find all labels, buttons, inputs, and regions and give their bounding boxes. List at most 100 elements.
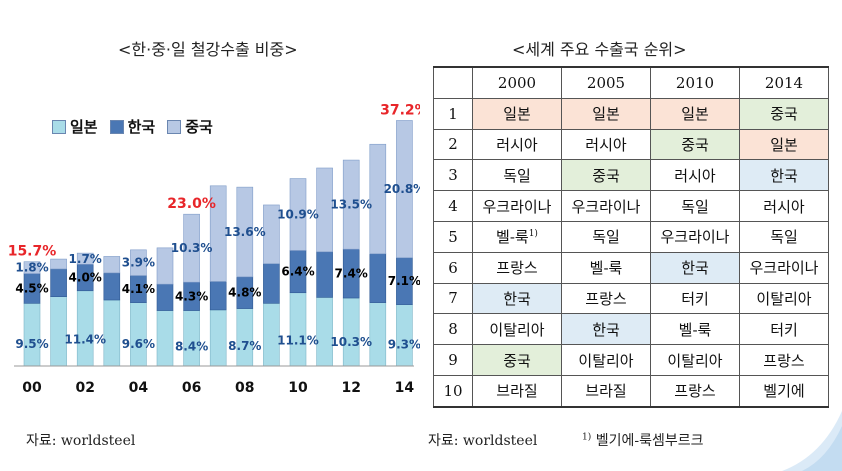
legend-item-korea: 한국 <box>109 116 155 137</box>
table-row: 7 한국 프랑스 터키 이탈리아 <box>433 282 829 315</box>
bar-segment <box>23 261 41 274</box>
table-title: <세계 주요 수출국 순위> <box>512 40 687 59</box>
cell-text: 독일 <box>681 197 709 216</box>
cell-text: 9 <box>448 351 458 370</box>
cell-text: 일본 <box>681 105 709 124</box>
country-cell: 일본 <box>650 97 740 130</box>
data-label: 13.6% <box>224 225 266 239</box>
bar-segment <box>130 302 147 367</box>
bar-segment <box>263 263 280 304</box>
rank-cell: 3 <box>433 159 473 192</box>
cell-text: 독일 <box>592 228 620 247</box>
data-label: 10.9% <box>277 208 319 222</box>
data-label: 4.5% <box>15 281 48 295</box>
country-cell: 한국 <box>561 313 651 346</box>
cell-text: 1 <box>448 104 458 123</box>
bar-segment <box>342 159 360 250</box>
cell-text: 독일 <box>770 228 798 247</box>
cell-text: 일본 <box>592 105 620 124</box>
country-cell: 러시아 <box>739 190 829 222</box>
country-cell: 독일 <box>739 220 829 253</box>
cell-text: 10 <box>443 381 463 400</box>
rank-cell: 8 <box>433 313 473 346</box>
cell-text: 4 <box>448 197 458 216</box>
bar-segment <box>316 167 333 253</box>
chart-title: <한·중·일 철강수출 비중> <box>118 40 298 59</box>
bar-segment <box>236 186 254 278</box>
cell-text: 이탈리아 <box>756 289 812 308</box>
data-label: 4.0% <box>69 271 102 285</box>
table-row: 3 독일 중국 러시아 한국 <box>433 159 829 192</box>
cell-text: 브라질 <box>496 382 538 401</box>
cell-text: 프랑스 <box>763 351 805 370</box>
bar-segment <box>209 309 227 367</box>
table-row: 2 러시아 러시아 중국 일본 <box>433 128 829 161</box>
cell-text: 우크라이나 <box>749 259 819 278</box>
cell-text: 벨-룩 <box>678 320 712 339</box>
cell-text: 이탈리아 <box>489 320 545 339</box>
cell-text: 한국 <box>770 166 798 185</box>
year-header: 2014 <box>739 65 829 99</box>
data-label: 9.6% <box>122 337 155 351</box>
rank-cell: 5 <box>433 220 473 253</box>
rank-cell: 2 <box>433 128 473 161</box>
cell-text: 프랑스 <box>674 382 716 401</box>
cell-text: 러시아 <box>496 135 538 154</box>
cell-text: 2 <box>448 135 458 154</box>
cell-text: 중국 <box>592 166 620 185</box>
cell-text: 러시아 <box>585 135 627 154</box>
table-row: 6 프랑스 벨-룩 한국 우크라이나 <box>433 251 829 284</box>
country-cell: 벨기에 <box>739 374 829 408</box>
x-tick-label: 14 <box>395 380 415 396</box>
cell-text: 7 <box>448 289 458 308</box>
bar-segment <box>369 302 387 367</box>
legend-swatch-korea <box>109 119 124 134</box>
rank-cell: 4 <box>433 190 473 222</box>
rank-cell: 6 <box>433 251 473 284</box>
cell-text: 우크라이나 <box>571 197 641 216</box>
data-label: 4.3% <box>175 289 208 303</box>
source-note-left: 자료: worldsteel <box>26 433 136 449</box>
cell-text: 한국 <box>503 289 531 308</box>
cell-text: 우크라이나 <box>660 228 730 247</box>
data-label: 10.3% <box>330 335 372 349</box>
data-label: 6.4% <box>281 265 314 279</box>
country-cell: 프랑스 <box>650 374 740 408</box>
bar-segment <box>209 185 227 282</box>
data-label: 1.8% <box>15 261 48 275</box>
cell-text: 중국 <box>681 135 709 154</box>
data-label: 1.7% <box>69 252 102 266</box>
country-cell: 우크라이나 <box>472 190 562 222</box>
country-cell: 브라질 <box>472 374 562 408</box>
bar-segment <box>50 258 67 270</box>
total-label: 15.7% <box>8 244 57 260</box>
cell-text: 브라질 <box>585 382 627 401</box>
table-row: 10 브라질 브라질 프랑스 벨기에 <box>433 374 829 408</box>
country-cell: 프랑스 <box>739 344 829 376</box>
table-row: 1 일본 일본 일본 중국 <box>433 97 829 130</box>
bar-segment <box>156 310 174 367</box>
cell-text: 터키 <box>770 320 798 339</box>
cell-text: 터키 <box>681 289 709 308</box>
country-cell: 중국 <box>472 344 562 376</box>
country-cell: 우크라이나 <box>739 251 829 284</box>
rank-cell: 9 <box>433 344 473 376</box>
total-label: 37.2% <box>380 102 420 118</box>
chart-legend: 일본 한국 중국 <box>52 116 219 137</box>
bar-segment <box>289 292 307 367</box>
country-cell: 러시아 <box>472 128 562 161</box>
data-label: 3.9% <box>122 256 155 270</box>
cell-text: 벨기에 <box>763 382 805 401</box>
rank-cell: 1 <box>433 97 473 130</box>
data-label: 7.1% <box>388 274 420 288</box>
country-cell: 일본 <box>561 97 651 130</box>
bar-segment <box>289 178 307 251</box>
bar-segment <box>156 283 174 311</box>
country-cell: 한국 <box>650 251 740 284</box>
x-tick-label: 12 <box>341 380 360 396</box>
country-cell: 일본 <box>739 128 829 161</box>
bar-segment <box>50 296 67 367</box>
bar-segment <box>316 297 333 367</box>
cell-text: 벨-룩 <box>589 259 623 278</box>
country-cell: 독일 <box>650 190 740 222</box>
